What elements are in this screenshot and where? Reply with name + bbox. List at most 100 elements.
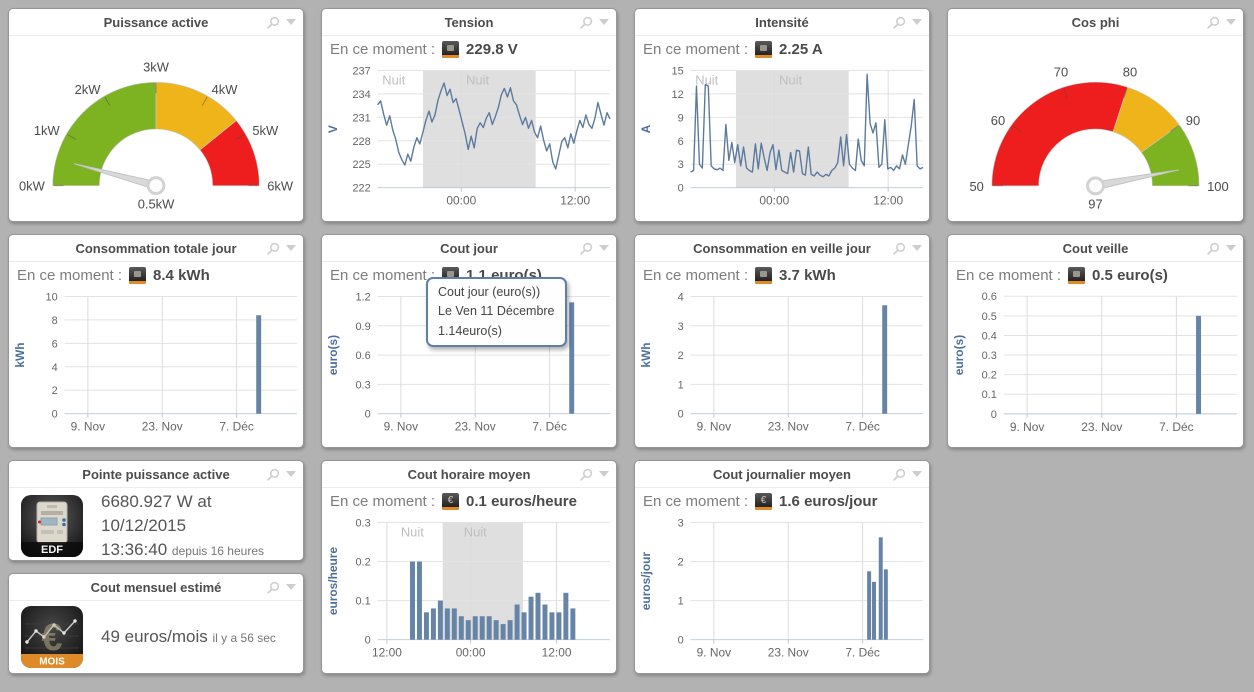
- zoom-icon[interactable]: [1207, 16, 1220, 29]
- svg-text:kWh: kWh: [13, 343, 27, 368]
- pointe-duration: depuis 16 heures: [171, 543, 264, 558]
- zoom-icon[interactable]: [267, 581, 280, 594]
- svg-text:MOIS: MOIS: [39, 657, 65, 668]
- meter-icon: [755, 40, 773, 58]
- zoom-icon[interactable]: [267, 242, 280, 255]
- panel-title: Consommation en veille jour: [693, 240, 871, 256]
- svg-text:1: 1: [678, 379, 684, 391]
- zoom-icon[interactable]: [580, 468, 593, 481]
- chevron-down-icon[interactable]: [599, 19, 609, 25]
- svg-text:90: 90: [1186, 113, 1200, 128]
- panel-intensite: Intensité En ce moment : 2.25 A 0 3 6 9 12 15…: [634, 8, 930, 222]
- svg-text:Nuit: Nuit: [464, 524, 487, 539]
- chevron-down-icon[interactable]: [599, 245, 609, 251]
- current-value-row: En ce moment : 3.7 kWh: [635, 262, 929, 288]
- svg-text:5kW: 5kW: [252, 123, 279, 138]
- svg-text:12:00: 12:00: [560, 194, 590, 208]
- mois-euro-icon: € MOIS: [21, 606, 83, 668]
- current-value-row: En ce moment : 0.5 euro(s): [948, 262, 1243, 288]
- zoom-icon[interactable]: [580, 242, 593, 255]
- zoom-icon[interactable]: [267, 468, 280, 481]
- svg-text:0: 0: [365, 635, 371, 647]
- pointe-text: 6680.927 W at 10/12/2015 13:36:40 depuis…: [101, 490, 291, 560]
- chevron-down-icon[interactable]: [912, 245, 922, 251]
- svg-text:3kW: 3kW: [143, 59, 170, 74]
- svg-text:1: 1: [678, 596, 684, 608]
- chevron-down-icon[interactable]: [286, 471, 296, 477]
- svg-text:9: 9: [678, 112, 684, 124]
- chevron-down-icon[interactable]: [1226, 245, 1236, 251]
- tooltip-value: 1.14euro(s): [438, 323, 502, 338]
- chevron-down-icon[interactable]: [912, 471, 922, 477]
- svg-text:225: 225: [352, 159, 370, 171]
- zoom-icon[interactable]: [1207, 242, 1220, 255]
- svg-text:00:00: 00:00: [456, 646, 486, 660]
- svg-text:4kW: 4kW: [212, 82, 239, 97]
- meter-icon: [755, 266, 773, 284]
- zoom-icon[interactable]: [267, 16, 280, 29]
- cout-mensuel-ago: il y a 56 sec: [212, 631, 276, 646]
- svg-text:0.3: 0.3: [355, 379, 370, 391]
- current-value: 1.6 euros/jour: [779, 492, 878, 510]
- zoom-icon[interactable]: [580, 16, 593, 29]
- svg-text:2: 2: [678, 350, 684, 362]
- tension-line-chart[interactable]: 222 225 228 231 234 237 00:00 12:00 V Nuit Nuit: [322, 62, 616, 222]
- chevron-down-icon[interactable]: [912, 19, 922, 25]
- svg-text:0.5: 0.5: [982, 311, 997, 323]
- tooltip-series: Cout jour (euro(s)): [438, 285, 541, 299]
- zoom-icon[interactable]: [893, 468, 906, 481]
- info-body: € MOIS 49 euros/mois il y a 56 sec: [9, 601, 303, 673]
- svg-text:0.3: 0.3: [355, 517, 370, 529]
- chevron-down-icon[interactable]: [1226, 19, 1236, 25]
- cout-mensuel-value: 49 euros/mois: [101, 627, 208, 647]
- cout-horaire-bar-chart[interactable]: 0 0.1 0.2 0.3 12:00 00:00 12:00 euros/heure Nuit…: [322, 514, 616, 674]
- cout-journalier-bar-chart[interactable]: 0 1 2 3 9. Nov 23. Nov 7. Déc euros/jour: [635, 514, 929, 674]
- panel-header: Tension: [322, 9, 616, 36]
- svg-text:8: 8: [52, 315, 58, 327]
- svg-text:3: 3: [678, 159, 684, 171]
- svg-text:0: 0: [365, 409, 371, 421]
- panel-header: Consommation totale jour: [9, 235, 303, 262]
- svg-text:222: 222: [352, 183, 370, 195]
- panel-header: Pointe puissance active: [9, 461, 303, 488]
- euro-icon: €: [442, 492, 460, 510]
- chevron-down-icon[interactable]: [286, 245, 296, 251]
- info-body: EDF 6680.927 W at 10/12/2015 13:36:40 de…: [9, 488, 303, 560]
- panel-cout-horaire-moyen: Cout horaire moyen En ce moment : € 0.1 …: [321, 460, 617, 674]
- svg-text:6: 6: [52, 338, 58, 350]
- panel-title: Cos phi: [1071, 14, 1120, 30]
- zoom-icon[interactable]: [893, 16, 906, 29]
- panel-cos-phi: Cos phi 50 60 70 80 90 100 97: [947, 8, 1244, 222]
- svg-text:12:00: 12:00: [372, 646, 402, 660]
- svg-text:0: 0: [678, 635, 684, 647]
- svg-text:3: 3: [678, 517, 684, 529]
- chevron-down-icon[interactable]: [286, 584, 296, 590]
- svg-text:50: 50: [969, 179, 983, 194]
- svg-text:Nuit: Nuit: [382, 72, 405, 87]
- puissance-active-gauge: 0kW 1kW 2kW 3kW 4kW 5kW 6kW 0.5kW: [19, 59, 294, 211]
- consommation-totale-bar-chart[interactable]: 0 2 4 6 8 10 9. Nov 23. Nov 7. Déc kWh: [9, 288, 303, 448]
- cout-jour-bar-chart[interactable]: 0 0.3 0.6 0.9 1.2 9. Nov 23. Nov 7. Déc euro(s): [322, 288, 616, 448]
- cout-veille-bar-chart[interactable]: 0 0.1 0.2 0.3 0.4 0.5 0.6 9. Nov 23. Nov 7. Déc eu…: [948, 288, 1243, 448]
- panel-title: Cout horaire moyen: [407, 466, 531, 482]
- svg-text:234: 234: [352, 89, 370, 101]
- chevron-down-icon[interactable]: [599, 471, 609, 477]
- svg-text:9. Nov: 9. Nov: [697, 420, 731, 434]
- chart-tooltip: Cout jour (euro(s)) Le Ven 11 Décembre 1…: [426, 277, 567, 348]
- svg-text:euro(s): euro(s): [952, 335, 966, 375]
- panel-cout-mensuel-estime: Cout mensuel estimé: [8, 573, 304, 674]
- panel-header: Cout journalier moyen: [635, 461, 929, 488]
- svg-text:00:00: 00:00: [446, 194, 476, 208]
- panel-puissance-active: Puissance active 0kW 1kW 2kW 3kW 4kW 5kW 6kW 0.…: [8, 8, 304, 222]
- svg-text:0: 0: [991, 409, 997, 421]
- svg-text:100: 100: [1207, 179, 1229, 194]
- svg-text:A: A: [639, 124, 653, 133]
- panel-header: Cos phi: [948, 9, 1243, 36]
- zoom-icon[interactable]: [893, 242, 906, 255]
- svg-text:2: 2: [52, 385, 58, 397]
- chevron-down-icon[interactable]: [286, 19, 296, 25]
- consommation-veille-bar-chart[interactable]: 0 1 2 3 4 9. Nov 23. Nov 7. Déc kWh: [635, 288, 929, 448]
- svg-text:00:00: 00:00: [759, 194, 789, 208]
- intensite-line-chart[interactable]: 0 3 6 9 12 15 00:00 12:00 A Nuit Nuit: [635, 62, 929, 222]
